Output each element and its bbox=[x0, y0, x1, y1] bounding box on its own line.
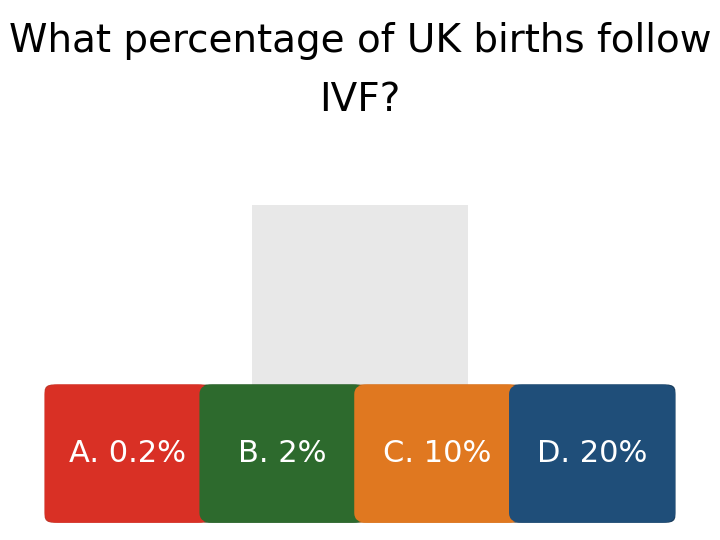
FancyBboxPatch shape bbox=[354, 384, 521, 523]
Text: C. 10%: C. 10% bbox=[383, 439, 492, 468]
FancyBboxPatch shape bbox=[199, 384, 366, 523]
FancyBboxPatch shape bbox=[509, 384, 675, 523]
FancyBboxPatch shape bbox=[45, 384, 211, 523]
Text: A. 0.2%: A. 0.2% bbox=[69, 439, 186, 468]
FancyBboxPatch shape bbox=[199, 384, 366, 523]
FancyBboxPatch shape bbox=[509, 384, 675, 523]
Text: IVF?: IVF? bbox=[319, 81, 401, 119]
Text: What percentage of UK births follow: What percentage of UK births follow bbox=[9, 22, 711, 59]
Text: D. 20%: D. 20% bbox=[537, 439, 647, 468]
FancyBboxPatch shape bbox=[45, 384, 211, 523]
Text: B. 2%: B. 2% bbox=[238, 439, 327, 468]
Bar bbox=[252, 205, 468, 421]
FancyBboxPatch shape bbox=[354, 384, 521, 523]
